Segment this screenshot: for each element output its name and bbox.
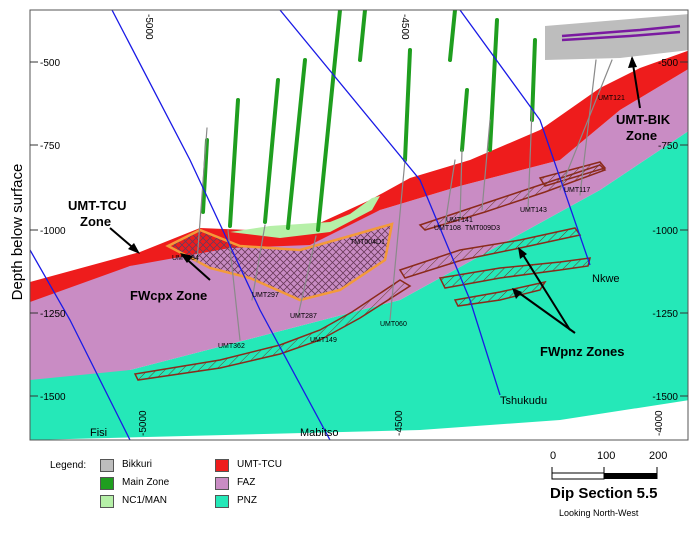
borehole-label: UMT287 — [290, 313, 317, 320]
borehole-label: UMT149 — [310, 337, 337, 344]
legend-item-bikkuri: Bikkuri — [100, 458, 152, 472]
fault-label: Fisi — [90, 427, 107, 439]
legend-label: FAZ — [237, 477, 256, 488]
legend-swatch — [100, 476, 114, 490]
borehole-label: UMT117 — [564, 187, 590, 194]
zone-label-fwpnz: FWpnz Zones — [540, 344, 625, 359]
zone-label-umt-tcu: UMT-TCU — [68, 198, 127, 213]
legend-item-faz: FAZ — [215, 476, 255, 490]
arrow-heads — [128, 56, 637, 299]
bottom-tick-label: -4500 — [394, 410, 405, 436]
borehole-label: UMT297 — [252, 292, 279, 299]
fault-lines — [30, 10, 591, 440]
pnz-base — [30, 400, 688, 440]
right-tick-label: -500 — [658, 58, 678, 69]
legend-label: PNZ — [237, 495, 257, 506]
zone-label-umt-tcu-1: UMT-TCU — [68, 198, 127, 213]
zone-label-fwcpx: FWcpx Zone — [130, 288, 207, 303]
legend-swatch — [215, 494, 229, 508]
left-tick-label: -1500 — [40, 392, 66, 403]
borehole-label: UMT060 — [380, 321, 407, 328]
section-title: Dip Section 5.5 — [550, 485, 658, 502]
section-subtitle: Looking North-West — [559, 508, 639, 518]
borehole-label: UMT362 — [218, 343, 245, 350]
borehole-label: UMT143 — [520, 207, 547, 214]
right-tick-label: -750 — [658, 141, 678, 152]
axis-ticks — [30, 61, 688, 397]
legend-swatch — [100, 494, 114, 508]
right-tick-label: -1500 — [652, 392, 678, 403]
borehole-label: UMT121 — [598, 95, 625, 102]
faz-zone — [30, 69, 688, 380]
legend-label: Main Zone — [122, 477, 170, 488]
left-tick-label: -750 — [40, 141, 60, 152]
left-tick-label: -1000 — [40, 226, 66, 237]
legend-label: Bikkuri — [122, 459, 153, 470]
zone-label-umt-bik: UMT-BIK — [616, 112, 671, 127]
umt-bik-line — [561, 24, 681, 42]
scale-label: 200 — [649, 450, 668, 462]
legend-item-nc1-man: NC1/MAN — [100, 494, 167, 508]
legend-label: NC1/MAN — [122, 495, 168, 506]
section-frame — [29, 9, 689, 441]
top-tick-label: -5000 — [143, 14, 154, 40]
pnz-zone — [30, 131, 688, 440]
scale-bar-graphic — [551, 467, 658, 480]
fault-label: Mabitso — [300, 427, 339, 439]
right-tick-label: -1250 — [652, 309, 678, 320]
legend-swatch — [215, 458, 229, 472]
fault-label: Nkwe — [592, 273, 620, 285]
left-tick-label: -1250 — [40, 309, 66, 320]
scale-label: 100 — [597, 450, 616, 462]
legend-item-umt-tcu: UMT-TCU — [215, 458, 282, 472]
bottom-tick-label: -4000 — [654, 410, 665, 436]
fwcpx-zone — [165, 222, 394, 302]
fault-label: Tshukudu — [500, 395, 547, 407]
boreholes — [196, 10, 613, 341]
borehole-label: UMT108 — [434, 225, 461, 232]
left-tick-label: -500 — [40, 58, 60, 69]
bottom-tick-label: -5000 — [138, 410, 149, 436]
scale-bar: 0 100 200 Dip Section 5.5 Looking North-… — [545, 450, 695, 530]
legend-item-main-zone: Main Zone — [100, 476, 169, 490]
nc1-man-zone — [230, 196, 380, 238]
borehole-label: TMT004D1 — [350, 239, 385, 246]
borehole-label: UMT141 — [446, 217, 473, 224]
borehole-label: TMT009D3 — [465, 225, 500, 232]
legend-swatch — [100, 458, 114, 472]
y-axis-title: Depth below surface — [9, 164, 26, 301]
top-tick-label: -4500 — [399, 14, 410, 40]
zone-label-umt-bik-2: Zone — [626, 128, 657, 143]
right-tick-label: -1000 — [652, 226, 678, 237]
zone-label-umt-tcu-2: Zone — [80, 214, 111, 229]
scale-label: 0 — [550, 450, 557, 462]
legend-title: Legend: — [50, 460, 87, 471]
legend-item-pnz: PNZ — [215, 494, 257, 508]
legend-label: UMT-TCU — [237, 459, 282, 470]
legend: Legend: Bikkuri Main Zone NC1/MAN UMT-TC… — [50, 456, 390, 526]
legend-swatch — [215, 476, 229, 490]
